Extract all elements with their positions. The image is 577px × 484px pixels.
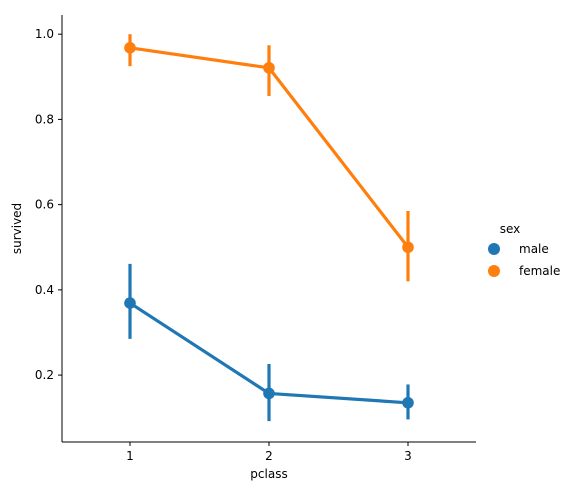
x-tick-label: 2 xyxy=(265,449,273,463)
y-ticks: 0.2 0.4 0.6 0.8 1.0 xyxy=(35,27,62,382)
x-ticks: 1 2 3 xyxy=(126,442,412,463)
legend: sex male female xyxy=(488,222,560,278)
y-axis-label: survived xyxy=(10,203,24,254)
plot-area xyxy=(124,34,414,422)
legend-marker xyxy=(488,265,500,277)
data-point xyxy=(402,241,414,254)
data-point xyxy=(124,42,136,54)
legend-entry: female xyxy=(519,264,560,278)
x-axis-label: pclass xyxy=(250,467,287,481)
legend-title: sex xyxy=(500,222,521,236)
data-point xyxy=(402,396,414,409)
y-tick-label: 0.4 xyxy=(35,283,54,297)
y-tick-label: 1.0 xyxy=(35,27,54,41)
legend-entry: male xyxy=(519,242,549,256)
x-tick-label: 1 xyxy=(126,449,134,463)
series-male xyxy=(124,263,414,422)
y-tick-label: 0.8 xyxy=(35,112,54,126)
series-female xyxy=(124,34,414,282)
x-tick-label: 3 xyxy=(404,449,412,463)
data-point xyxy=(263,62,275,74)
legend-marker xyxy=(488,243,500,255)
y-tick-label: 0.6 xyxy=(35,198,54,212)
y-tick-label: 0.2 xyxy=(35,368,54,382)
data-point xyxy=(124,297,136,309)
data-point xyxy=(263,387,275,400)
